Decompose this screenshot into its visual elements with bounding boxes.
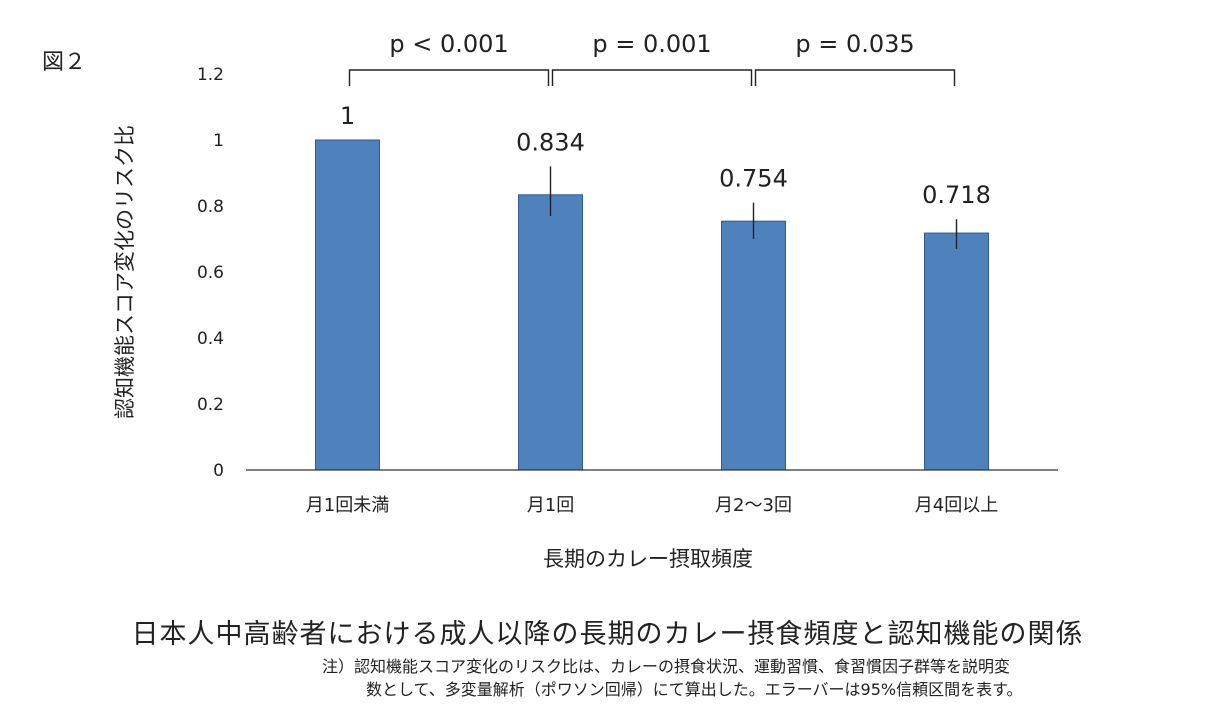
p-value-label: p < 0.001 bbox=[389, 30, 508, 58]
bar-chart: 0 0.2 0.4 0.6 0.8 1 1.2 1 0.834 0.754 0.718 月1回未満… bbox=[113, 30, 1058, 571]
y-axis-ticks: 0 0.2 0.4 0.6 0.8 1 1.2 bbox=[197, 65, 224, 481]
data-label: 0.834 bbox=[516, 128, 585, 156]
y-tick-label: 0.4 bbox=[197, 329, 224, 349]
y-tick-label: 1.2 bbox=[197, 65, 224, 85]
y-tick-label: 1 bbox=[213, 131, 224, 151]
bar bbox=[315, 139, 380, 471]
figure-caption: 日本人中高齢者における成人以降の長期のカレー摂食頻度と認知機能の関係 bbox=[131, 619, 1084, 650]
figure-label: 図２ bbox=[42, 50, 87, 75]
p-value-label: p = 0.035 bbox=[795, 30, 914, 58]
bar bbox=[721, 220, 786, 471]
bar bbox=[518, 194, 583, 471]
error-bars bbox=[549, 166, 958, 249]
x-axis-ticks: 月1回未満 月1回 月2〜3回 月4回以上 bbox=[306, 495, 998, 516]
p-value-label: p = 0.001 bbox=[592, 30, 711, 58]
x-tick-label: 月1回未満 bbox=[306, 495, 389, 516]
data-labels: 1 0.834 0.754 0.718 bbox=[340, 102, 991, 209]
x-axis-title: 長期のカレー摂取頻度 bbox=[543, 547, 753, 571]
note-line-2: 数として、多変量解析（ポワソン回帰）にて算出した。エラーバーは95%信頼区間を表… bbox=[366, 680, 1023, 699]
significance-bracket bbox=[348, 69, 550, 86]
figure-note: 注）認知機能スコア変化のリスク比は、カレーの摂食状況、運動習慣、食習慣因子群等を… bbox=[322, 655, 1142, 701]
y-tick-label: 0.6 bbox=[197, 263, 224, 283]
y-tick-label: 0.8 bbox=[197, 197, 224, 217]
y-tick-label: 0.2 bbox=[197, 395, 224, 415]
note-line-1: 注）認知機能スコア変化のリスク比は、カレーの摂食状況、運動習慣、食習慣因子群等を… bbox=[322, 657, 1011, 676]
y-tick-label: 0 bbox=[213, 461, 224, 481]
data-label: 0.718 bbox=[922, 181, 991, 209]
significance-brackets: p < 0.001 p = 0.001 p = 0.035 bbox=[348, 30, 956, 86]
y-axis-title: 認知機能スコア変化のリスク比 bbox=[113, 125, 137, 419]
significance-bracket bbox=[551, 69, 753, 86]
significance-bracket bbox=[754, 69, 956, 86]
data-label: 0.754 bbox=[719, 165, 788, 193]
data-label: 1 bbox=[340, 102, 355, 130]
x-tick-label: 月4回以上 bbox=[915, 495, 998, 516]
x-tick-label: 月2〜3回 bbox=[715, 495, 792, 516]
bar bbox=[924, 232, 989, 471]
bars bbox=[315, 139, 989, 471]
x-tick-label: 月1回 bbox=[527, 495, 574, 516]
